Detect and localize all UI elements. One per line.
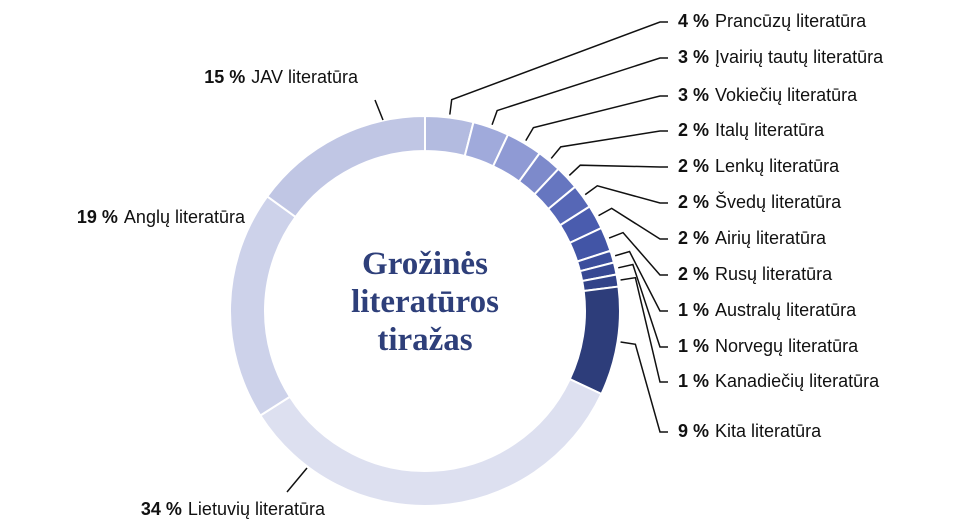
- category-label: Lenkų literatūra: [715, 156, 840, 176]
- category-label: JAV literatūra: [251, 67, 359, 87]
- leader-line: [584, 184, 668, 204]
- value-label: 1 %: [678, 336, 709, 356]
- data-label: 2 % Švedų literatūra: [678, 191, 842, 212]
- value-label: 34 %: [141, 499, 182, 519]
- data-label: 2 % Airių literatūra: [678, 228, 827, 248]
- value-label: 2 %: [678, 228, 709, 248]
- category-label: Rusų literatūra: [715, 264, 833, 284]
- data-label: 1 % Australų literatūra: [678, 300, 857, 320]
- donut-segment: [568, 285, 621, 396]
- category-label: Lietuvių literatūra: [188, 499, 326, 519]
- value-label: 2 %: [678, 156, 709, 176]
- data-label: 2 % Lenkų literatūra: [678, 156, 840, 176]
- category-label: Anglų literatūra: [124, 207, 246, 227]
- category-label: Airių literatūra: [715, 228, 827, 248]
- category-label: Vokiečių literatūra: [715, 85, 858, 105]
- value-label: 3 %: [678, 47, 709, 67]
- leader-line: [286, 467, 308, 493]
- data-label: 3 % Įvairių tautų literatūra: [678, 47, 884, 67]
- data-label: 2 % Italų literatūra: [678, 120, 825, 140]
- leader-line: [620, 276, 668, 383]
- value-label: 4 %: [678, 11, 709, 31]
- value-label: 2 %: [678, 192, 709, 212]
- value-label: 3 %: [678, 85, 709, 105]
- leader-line: [491, 57, 668, 125]
- data-label: 3 % Vokiečių literatūra: [678, 85, 858, 105]
- value-label: 15 %: [204, 67, 245, 87]
- category-label: Švedų literatūra: [715, 191, 842, 212]
- category-label: Prancūzų literatūra: [715, 11, 867, 31]
- donut-segment: [229, 194, 297, 417]
- leader-line: [449, 21, 668, 115]
- value-label: 9 %: [678, 421, 709, 441]
- data-label: 2 % Rusų literatūra: [678, 264, 833, 284]
- category-label: Norvegų literatūra: [715, 336, 859, 356]
- donut-segment: [265, 114, 426, 219]
- leader-line: [598, 207, 668, 240]
- data-label: 1 % Norvegų literatūra: [678, 336, 859, 356]
- category-label: Kita literatūra: [715, 421, 822, 441]
- data-label: 1 % Kanadiečių literatūra: [678, 371, 880, 391]
- data-label: 19 % Anglų literatūra: [77, 207, 246, 227]
- leader-line: [525, 95, 668, 141]
- value-label: 1 %: [678, 300, 709, 320]
- chart-title: Grožinės literatūros tiražas: [351, 246, 499, 358]
- category-label: Įvairių tautų literatūra: [715, 47, 884, 67]
- leader-line: [568, 164, 668, 177]
- leader-line: [618, 263, 668, 348]
- leader-line: [620, 341, 668, 433]
- leader-line: [550, 130, 668, 159]
- leader-line: [608, 231, 668, 276]
- leader-line: [374, 99, 384, 121]
- value-label: 2 %: [678, 264, 709, 284]
- data-label: 15 % JAV literatūra: [204, 67, 359, 87]
- data-label: 4 % Prancūzų literatūra: [678, 11, 867, 31]
- value-label: 1 %: [678, 371, 709, 391]
- data-label: 9 % Kita literatūra: [678, 421, 822, 441]
- category-label: Australų literatūra: [715, 300, 857, 320]
- donut-segment: [258, 377, 603, 507]
- leader-line: [614, 250, 668, 312]
- category-label: Kanadiečių literatūra: [715, 371, 880, 391]
- value-label: 2 %: [678, 120, 709, 140]
- category-label: Italų literatūra: [715, 120, 825, 140]
- value-label: 19 %: [77, 207, 118, 227]
- data-label: 34 % Lietuvių literatūra: [141, 499, 326, 519]
